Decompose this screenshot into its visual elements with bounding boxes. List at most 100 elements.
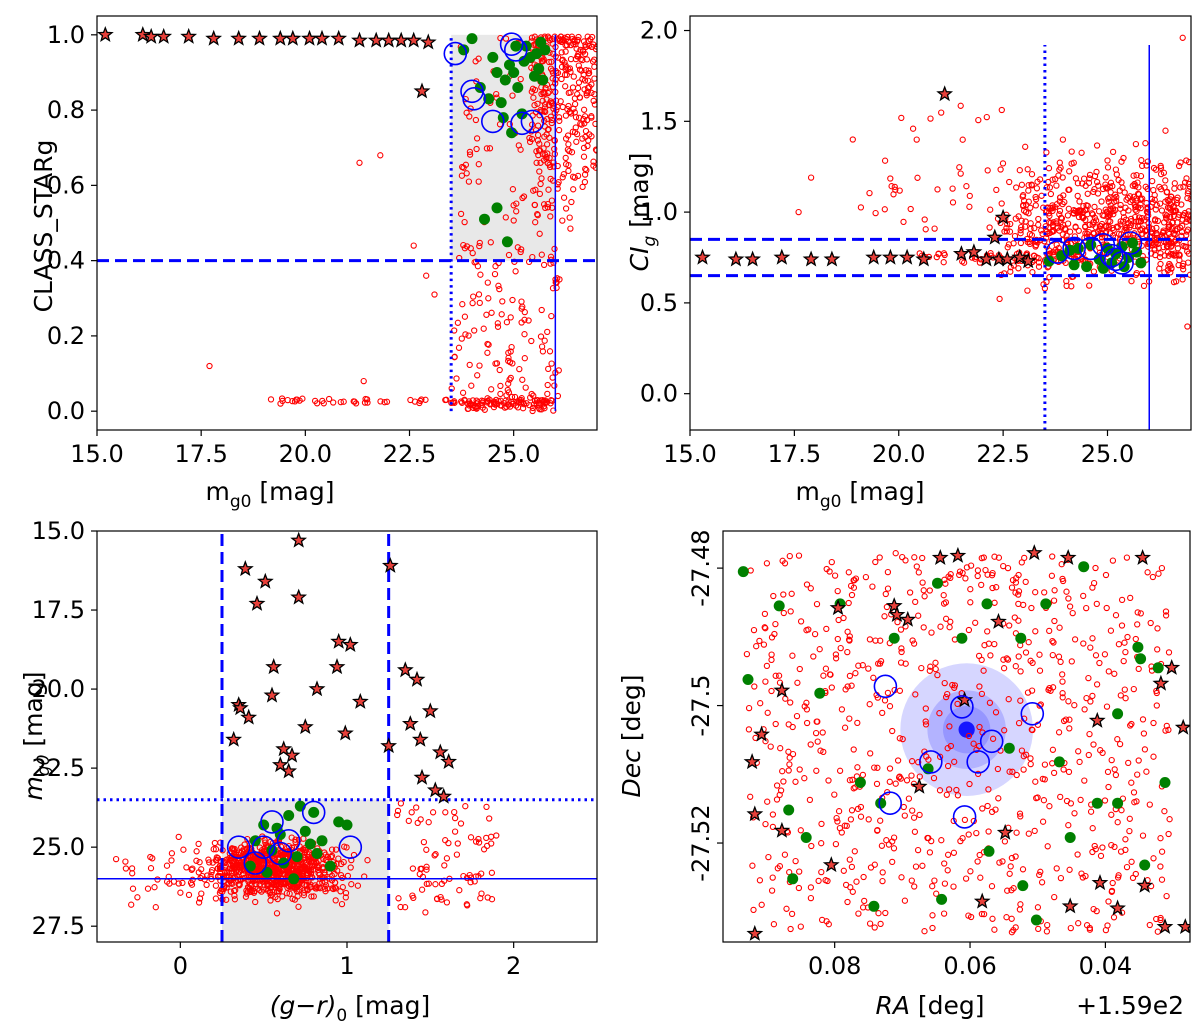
source-point [835, 808, 843, 815]
source-point [1153, 915, 1160, 923]
source-point [922, 718, 929, 725]
source-point [551, 245, 558, 253]
source-point [1105, 898, 1112, 905]
source-point [921, 216, 928, 223]
star-point [421, 702, 439, 719]
source-point [546, 88, 553, 95]
source-point [1180, 266, 1187, 273]
axes-frame [722, 530, 1191, 943]
star-point [996, 823, 1014, 840]
source-point [129, 885, 137, 892]
source-point [529, 407, 536, 415]
source-point [433, 895, 441, 903]
source-point [585, 70, 592, 77]
offset-text: +1.59e2 [1076, 991, 1184, 1020]
source-point [930, 774, 938, 782]
source-point [303, 885, 311, 893]
source-point [1036, 651, 1043, 658]
source-point [1177, 159, 1184, 166]
source-point [884, 568, 892, 576]
source-point [999, 858, 1006, 865]
source-point [1053, 865, 1060, 872]
source-point [892, 550, 899, 557]
star-point [265, 658, 283, 675]
gc-candidate-point [495, 97, 507, 109]
source-point [582, 127, 590, 135]
source-point [322, 888, 329, 895]
source-point [882, 909, 889, 917]
source-point [803, 627, 810, 634]
source-point [1144, 569, 1151, 576]
source-point [573, 130, 581, 138]
source-point [942, 615, 950, 622]
source-point [840, 614, 847, 622]
source-point [451, 814, 459, 822]
source-point [1165, 649, 1173, 656]
source-point [476, 239, 483, 247]
source-point [912, 863, 920, 870]
ylabel-panel-3: Dec [deg] [617, 675, 646, 798]
source-point [922, 226, 929, 233]
source-point [476, 299, 483, 307]
source-point [168, 857, 175, 864]
source-point [1185, 158, 1191, 166]
source-point [548, 360, 555, 367]
source-point [892, 186, 899, 193]
source-point [782, 695, 789, 702]
source-point [1165, 240, 1173, 248]
source-point [122, 858, 129, 865]
source-point [1153, 687, 1160, 695]
source-point [936, 753, 944, 760]
source-point [572, 114, 580, 121]
star-point [1019, 252, 1037, 269]
source-point [151, 884, 158, 891]
source-point [147, 853, 154, 861]
gc-candidate-point [508, 67, 520, 78]
source-point [788, 910, 796, 918]
source-point [581, 113, 589, 120]
gc-candidate-point [499, 74, 511, 86]
confirmed-ring [499, 32, 524, 57]
source-point [1018, 217, 1025, 224]
source-point [565, 167, 572, 175]
source-point [896, 187, 903, 194]
source-point [195, 899, 203, 906]
source-point [927, 663, 934, 670]
source-point [1049, 637, 1056, 645]
source-point [825, 777, 832, 784]
source-point [1170, 207, 1177, 214]
source-point [1032, 778, 1039, 785]
star-point [1134, 548, 1152, 566]
source-point [189, 876, 196, 883]
source-point [585, 67, 592, 74]
source-point [857, 204, 865, 211]
star-point [381, 556, 399, 573]
source-point [495, 282, 502, 289]
source-point [745, 726, 753, 733]
source-point [780, 591, 787, 598]
source-point [466, 113, 473, 120]
star-point [822, 856, 840, 873]
source-point [571, 37, 578, 44]
source-point [929, 912, 936, 919]
source-point [591, 101, 597, 108]
source-point [1177, 184, 1184, 191]
source-point [539, 58, 547, 65]
source-point [196, 859, 203, 866]
source-point [565, 102, 572, 110]
source-point [1027, 755, 1034, 762]
source-point [478, 890, 485, 897]
source-point [486, 815, 493, 822]
source-point [1068, 658, 1075, 665]
gc-candidate-point [479, 213, 490, 225]
star-point [271, 756, 289, 773]
gc-candidate-point [1072, 242, 1084, 254]
source-point [1109, 148, 1117, 156]
source-point [1178, 228, 1186, 236]
source-point [910, 640, 918, 647]
source-point [220, 885, 227, 893]
source-point [841, 724, 849, 731]
source-point [583, 92, 590, 99]
source-point [122, 865, 130, 872]
source-point [543, 155, 550, 162]
